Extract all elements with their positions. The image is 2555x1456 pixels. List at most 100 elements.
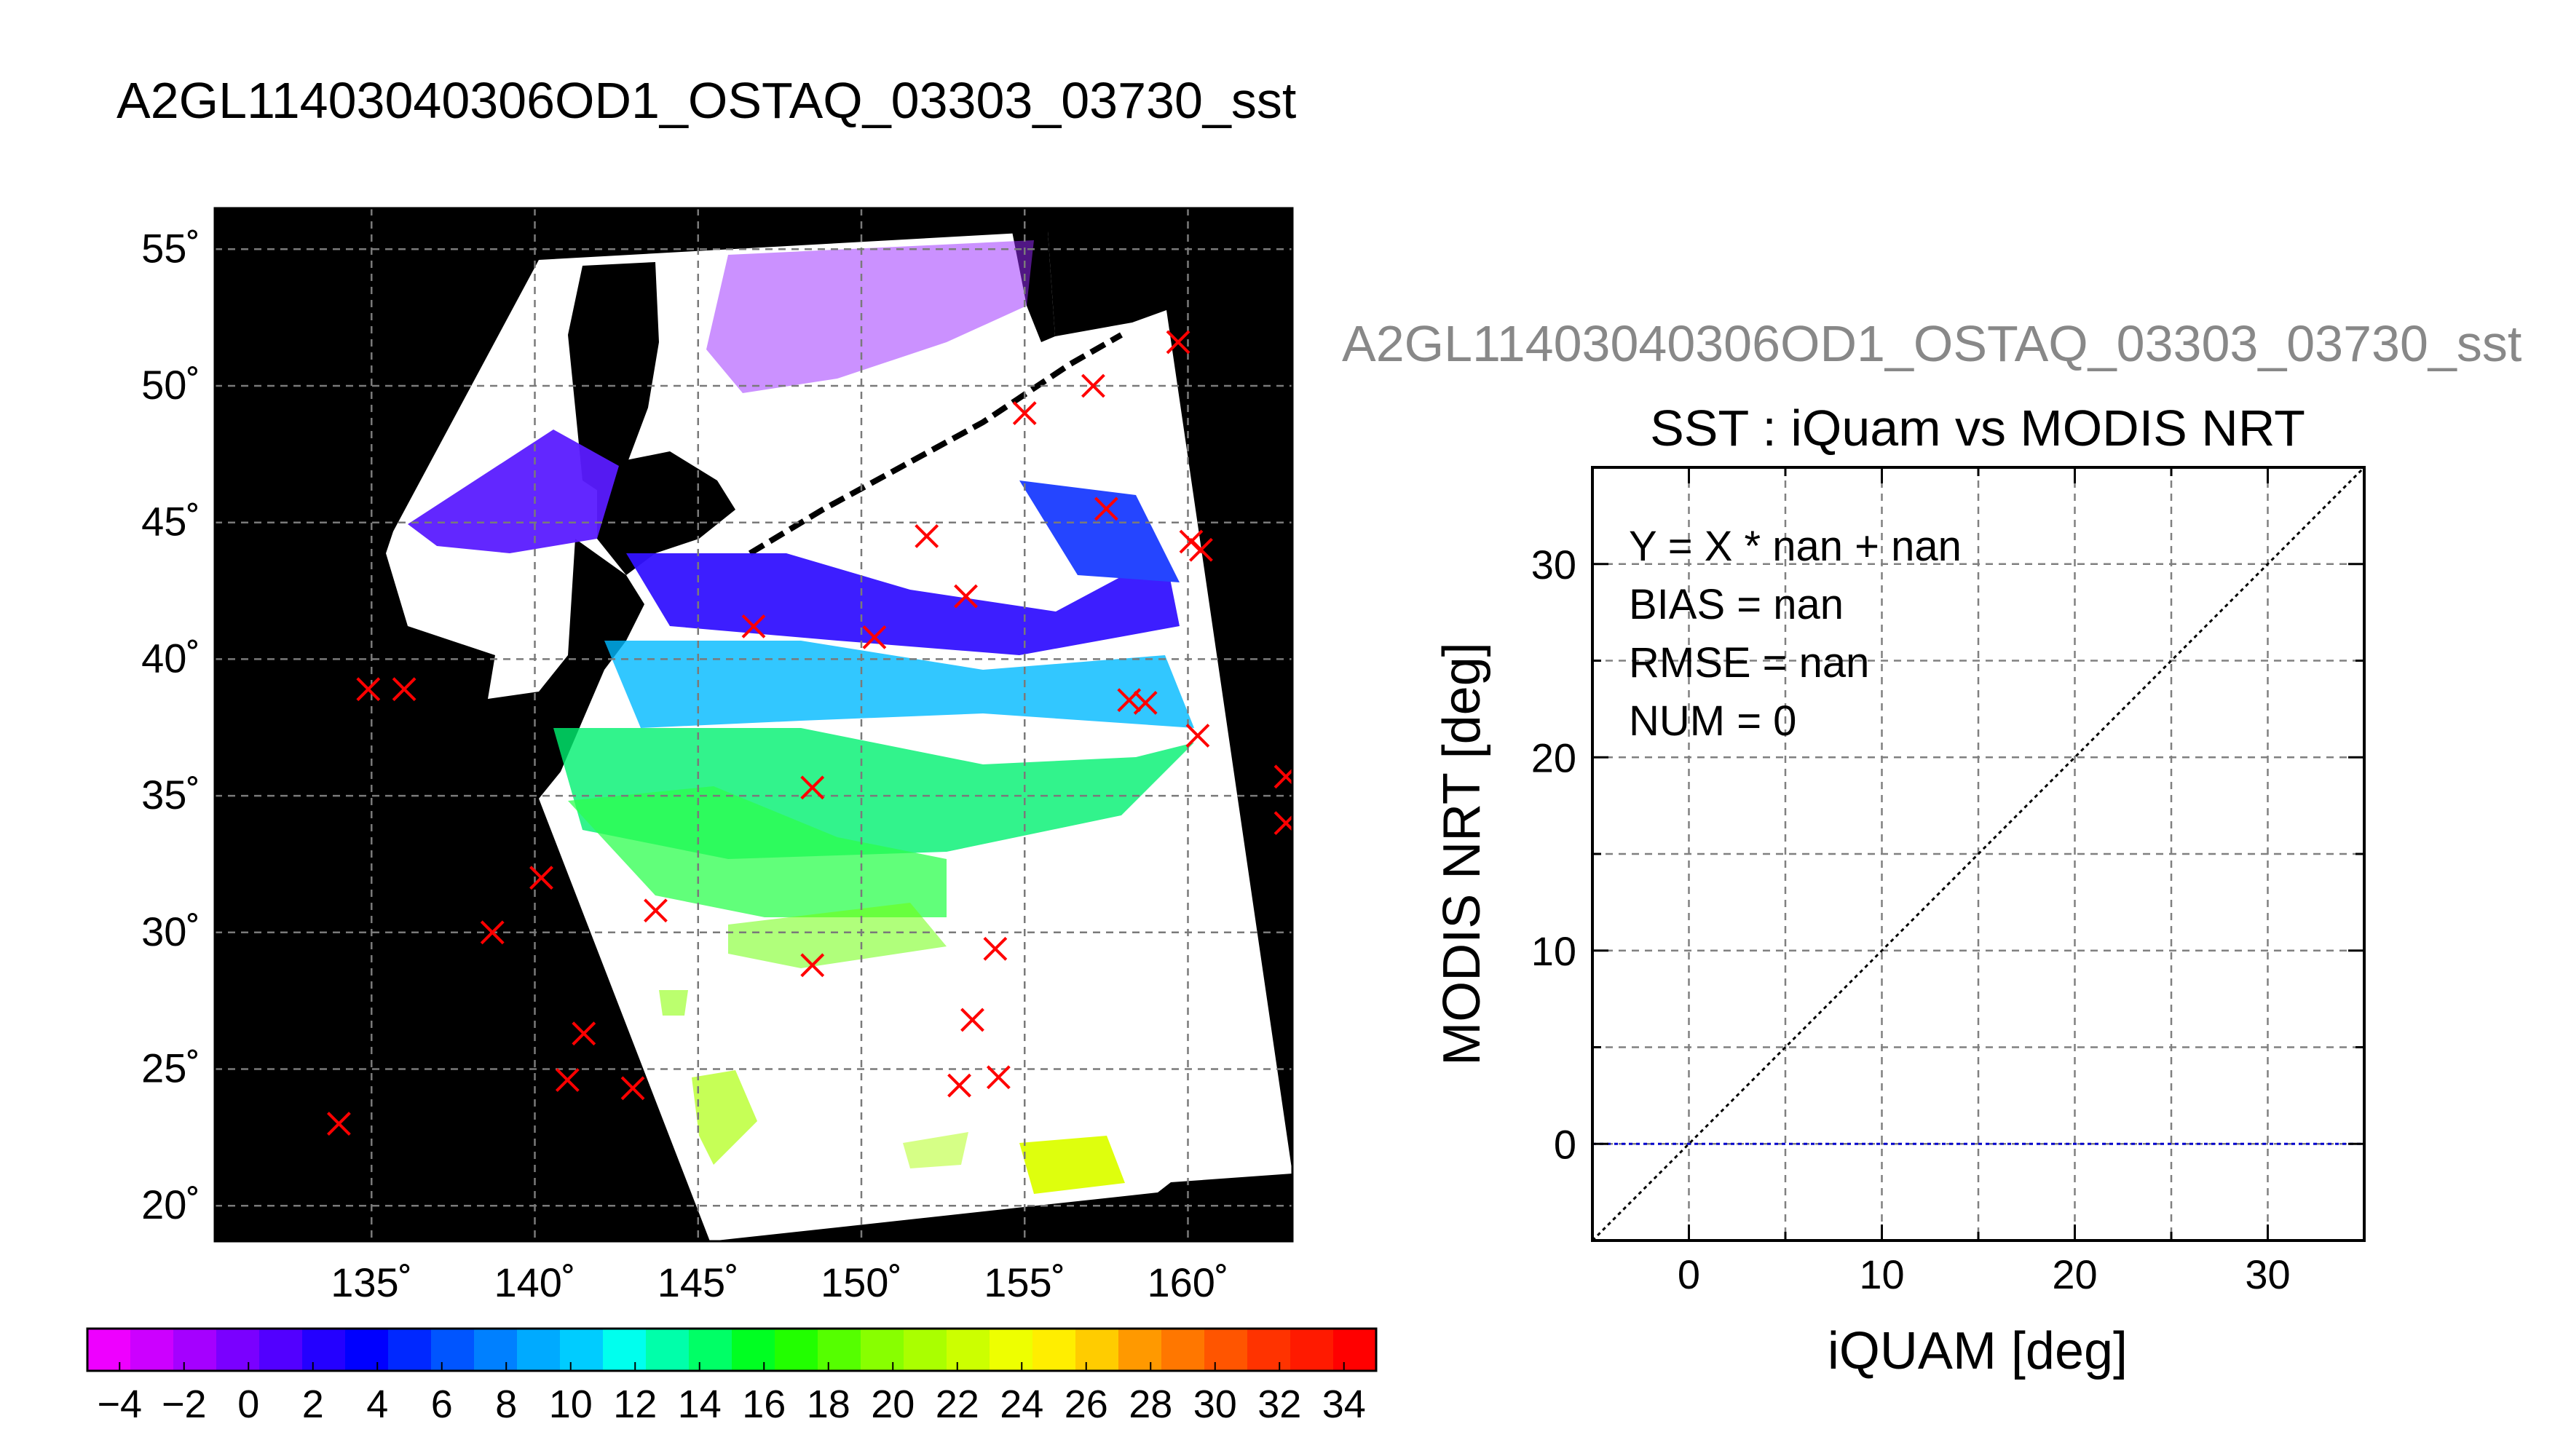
scatter-x-tick-label: 20 <box>2052 1251 2097 1297</box>
scatter-x-tick-label: 30 <box>2245 1251 2290 1297</box>
colorbar-cell <box>689 1329 732 1371</box>
scatter-x-label: iQUAM [deg] <box>1828 1322 2128 1380</box>
buoy-marker <box>800 953 825 978</box>
buoy-marker <box>529 866 553 890</box>
stats-annotations: Y = X * nan + nan BIAS = nan RMSE = nan NUM… <box>1629 523 1962 745</box>
map-panel: 135˚ 140˚ 145˚ 150˚ 155˚ 160˚ 20˚ 25˚ 30˚ 35˚ 40˚… <box>141 207 1294 1305</box>
map-x-tick-label: 160˚ <box>1147 1259 1228 1305</box>
buoy-marker <box>644 898 668 923</box>
buoy-marker <box>620 1076 645 1101</box>
colorbar-cell <box>517 1329 561 1371</box>
buoy-marker <box>986 1065 1011 1090</box>
colorbar-label: 16 <box>742 1382 786 1426</box>
scatter-y-tick-label: 30 <box>1531 542 1576 587</box>
scatter-x-tick-label: 10 <box>1859 1251 1904 1297</box>
colorbar-label: 22 <box>936 1382 979 1426</box>
buoy-marker <box>1081 373 1105 398</box>
colorbar: −4 −2 0 2 4 6 8 10 12 14 16 18 20 22 24 26 28 30 32 34 <box>86 1327 1378 1426</box>
colorbar-cell <box>259 1329 303 1371</box>
buoy-marker <box>1273 764 1292 789</box>
scatter-panel: SST : iQuam vs MODIS NRT 0 10 20 300102030 … <box>1433 400 2366 1380</box>
stats-annotation: RMSE = nan <box>1629 639 1869 687</box>
colorbar-cell <box>947 1329 990 1371</box>
buoy-marker <box>800 775 825 800</box>
colorbar-cell <box>302 1329 346 1371</box>
colorbar-cell <box>861 1329 904 1371</box>
buoy-marker <box>327 1112 351 1136</box>
map-x-tick-label: 135˚ <box>331 1259 412 1305</box>
scatter-y-tick-label: 10 <box>1531 928 1576 974</box>
colorbar-cell <box>1333 1329 1377 1371</box>
colorbar-cell <box>87 1329 131 1371</box>
colorbar-label: 18 <box>807 1382 850 1426</box>
identity-line <box>1592 467 2364 1241</box>
buoy-marker <box>741 614 766 638</box>
colorbar-cell <box>904 1329 947 1371</box>
colorbar-cell <box>1161 1329 1205 1371</box>
colorbar-label: −2 <box>162 1382 207 1426</box>
map-x-tick-label: 145˚ <box>657 1259 739 1305</box>
buoy-markers <box>327 330 1292 1136</box>
buoy-marker <box>555 1068 580 1092</box>
map-y-tick-label: 50˚ <box>141 362 200 408</box>
colorbar-cell <box>646 1329 690 1371</box>
map-x-ticks: 135˚ 140˚ 145˚ 150˚ 155˚ 160˚ <box>331 1259 1228 1305</box>
buoy-marker <box>392 677 416 702</box>
colorbar-cell <box>775 1329 818 1371</box>
colorbar-label: 2 <box>302 1382 324 1426</box>
colorbar-cell <box>173 1329 217 1371</box>
colorbar-label: 34 <box>1322 1382 1366 1426</box>
colorbar-cell <box>818 1329 861 1371</box>
map-y-tick-label: 45˚ <box>141 499 200 545</box>
colorbar-cell <box>1247 1329 1291 1371</box>
colorbar-label: 14 <box>678 1382 722 1426</box>
map-y-tick-label: 35˚ <box>141 772 200 818</box>
stats-annotation: NUM = 0 <box>1629 697 1796 745</box>
land-sakhalin <box>568 262 659 495</box>
buoy-marker <box>1185 724 1210 748</box>
colorbar-cell <box>603 1329 647 1371</box>
scatter-lines <box>1592 467 2364 1241</box>
buoy-marker <box>983 936 1008 961</box>
buoy-marker <box>1189 537 1213 562</box>
buoy-marker <box>480 920 505 945</box>
buoy-marker <box>862 625 887 649</box>
scatter-ticks: 0 10 20 30 0 10 20 30 <box>1531 466 2366 1297</box>
colorbar-cell <box>1204 1329 1248 1371</box>
buoy-marker <box>1094 496 1118 521</box>
buoy-marker <box>356 677 381 702</box>
colorbar-cell <box>732 1329 775 1371</box>
colorbar-label: 20 <box>871 1382 915 1426</box>
stats-annotation: Y = X * nan + nan <box>1629 523 1962 570</box>
scatter-y-label: MODIS NRT [deg] <box>1433 642 1491 1066</box>
sst-field <box>408 240 1194 1194</box>
colorbar-label: 30 <box>1193 1382 1237 1426</box>
page-title: A2GL11403040306OD1_OSTAQ_03303_03730_sst <box>117 72 1296 129</box>
map-y-tick-label: 20˚ <box>141 1182 200 1227</box>
scatter-y-tick-label: 0 <box>1554 1121 1576 1167</box>
buoy-marker <box>960 1008 984 1032</box>
buoy-marker <box>1166 330 1190 355</box>
colorbar-cell <box>1290 1329 1334 1371</box>
colorbar-label: 0 <box>237 1382 259 1426</box>
colorbar-cells <box>87 1329 1377 1371</box>
scatter-title: SST : iQuam vs MODIS NRT <box>1650 400 2305 456</box>
map-y-tick-label: 30˚ <box>141 909 200 954</box>
stats-annotation: BIAS = nan <box>1629 581 1844 628</box>
colorbar-label: 26 <box>1065 1382 1108 1426</box>
map-x-tick-label: 140˚ <box>494 1259 575 1305</box>
land-hokkaido <box>597 451 735 575</box>
colorbar-label: 4 <box>366 1382 388 1426</box>
colorbar-label: 8 <box>495 1382 517 1426</box>
map-y-ticks: 20˚ 25˚ 30˚ 35˚ 40˚ 45˚ 50˚ 55˚ <box>141 225 200 1227</box>
colorbar-label: 6 <box>431 1382 453 1426</box>
colorbar-cell <box>431 1329 475 1371</box>
colorbar-label: −4 <box>97 1382 142 1426</box>
colorbar-label: 10 <box>549 1382 593 1426</box>
scatter-x-tick-label: 0 <box>1678 1251 1700 1297</box>
colorbar-cell <box>130 1329 174 1371</box>
colorbar-label: 28 <box>1129 1382 1172 1426</box>
colorbar-label: 24 <box>1000 1382 1043 1426</box>
colorbar-labels: −4 −2 0 2 4 6 8 10 12 14 16 18 20 22 24 26 28 30 32 34 <box>97 1362 1366 1426</box>
colorbar-cell <box>388 1329 432 1371</box>
